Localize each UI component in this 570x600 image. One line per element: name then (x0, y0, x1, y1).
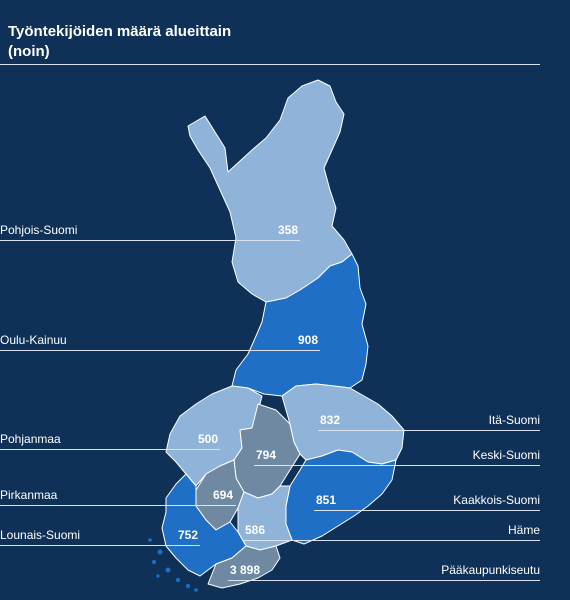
value-pohjois-suomi: 358 (278, 223, 299, 237)
value-oulu-kainuu: 908 (298, 333, 319, 347)
leader-pirkanmaa (0, 505, 236, 506)
region-paakaupunkiseutu (207, 545, 281, 589)
value-keski-suomi: 794 (256, 448, 277, 462)
title-line-2: (noin) (8, 43, 50, 60)
leader-kaakkois-suomi (314, 510, 540, 511)
leader-keski-suomi (254, 465, 540, 466)
label-lounais-suomi: Lounais-Suomi (0, 528, 81, 542)
leader-ita-suomi (318, 430, 540, 431)
leader-oulu-kainuu (0, 350, 320, 351)
label-kaakkois-suomi: Kaakkois-Suomi (453, 493, 540, 507)
value-kaakkois-suomi: 851 (316, 493, 337, 507)
label-hame: Häme (507, 523, 540, 537)
value-paakaupunkiseutu: 3 898 (230, 563, 261, 577)
leader-pohjanmaa (0, 449, 220, 450)
label-pohjanmaa: Pohjanmaa (0, 432, 61, 446)
label-ita-suomi: Itä-Suomi (488, 413, 540, 427)
value-ita-suomi: 832 (320, 413, 341, 427)
label-keski-suomi: Keski-Suomi (472, 448, 540, 462)
label-pohjois-suomi: Pohjois-Suomi (0, 223, 78, 237)
value-hame: 586 (245, 523, 266, 537)
archipelago-islands (148, 538, 198, 592)
value-lounais-suomi: 752 (178, 528, 199, 542)
leader-pohjois-suomi (0, 240, 300, 241)
title-line-1: Työntekijöiden määrä alueittain (8, 23, 232, 40)
leader-paakaupunkiseutu (228, 580, 540, 581)
region-pohjois-suomi (187, 79, 353, 303)
figure-title: Työntekijöiden määrä alueittain (noin) (8, 22, 548, 62)
leader-lounais-suomi (0, 545, 200, 546)
label-oulu-kainuu: Oulu-Kainuu (0, 333, 67, 347)
title-underline (0, 64, 540, 65)
region-oulu-kainuu (231, 253, 369, 397)
leader-hame (243, 540, 540, 541)
label-pirkanmaa: Pirkanmaa (0, 488, 58, 502)
label-paakaupunkiseutu: Pääkaupunkiseutu (441, 563, 540, 577)
value-pirkanmaa: 694 (213, 488, 234, 502)
value-pohjanmaa: 500 (198, 432, 219, 446)
